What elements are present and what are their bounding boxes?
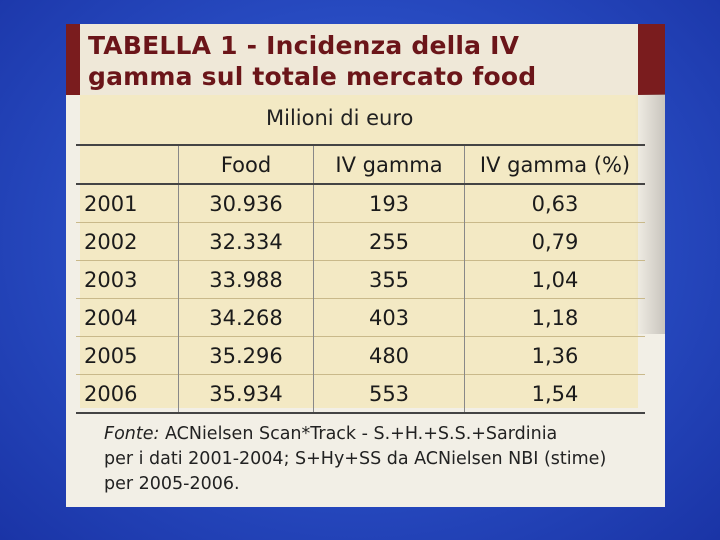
source-line-1: ACNielsen Scan*Track - S.+H.+S.S.+Sardin… xyxy=(164,424,558,444)
iv-gamma-cell: 480 xyxy=(313,336,465,375)
iv-gamma-cell: 193 xyxy=(313,183,465,223)
iv-gamma-cell: 403 xyxy=(313,298,465,337)
table-row: 2001 30.936 193 0,63 xyxy=(76,183,645,223)
iv-gamma-percent-cell: 0,63 xyxy=(464,183,645,223)
header-cell-iv-gamma-percent: IV gamma (%) xyxy=(464,144,645,185)
year-cell: 2002 xyxy=(76,222,179,261)
source-note: Fonte: ACNielsen Scan*Track - S.+H.+S.S.… xyxy=(104,422,644,497)
iv-gamma-percent-cell: 1,36 xyxy=(464,336,645,375)
food-cell: 32.334 xyxy=(178,222,314,261)
header-cell-year xyxy=(76,144,179,185)
food-cell: 34.268 xyxy=(178,298,314,337)
header-cell-iv-gamma: IV gamma xyxy=(313,144,465,185)
year-cell: 2004 xyxy=(76,298,179,337)
iv-gamma-cell: 355 xyxy=(313,260,465,299)
table-row: 2005 35.296 480 1,36 xyxy=(76,336,645,375)
iv-gamma-cell: 553 xyxy=(313,374,465,414)
title-line-2: gamma sul totale mercato food xyxy=(88,62,537,91)
iv-gamma-percent-cell: 1,18 xyxy=(464,298,645,337)
food-cell: 35.934 xyxy=(178,374,314,414)
data-table: Food IV gamma IV gamma (%) 2001 30.936 1… xyxy=(76,144,645,414)
food-cell: 30.936 xyxy=(178,183,314,223)
table-header-row: Food IV gamma IV gamma (%) xyxy=(76,144,645,185)
source-line-3: per 2005-2006. xyxy=(104,474,240,494)
year-cell: 2001 xyxy=(76,183,179,223)
year-cell: 2006 xyxy=(76,374,179,414)
iv-gamma-percent-cell: 1,04 xyxy=(464,260,645,299)
table-row: 2002 32.334 255 0,79 xyxy=(76,222,645,261)
table-row: 2006 35.934 553 1,54 xyxy=(76,374,645,414)
title-band: TABELLA 1 - Incidenza della IV gamma sul… xyxy=(66,24,665,95)
iv-gamma-cell: 255 xyxy=(313,222,465,261)
year-cell: 2005 xyxy=(76,336,179,375)
source-label: Fonte: xyxy=(104,424,160,444)
table-row: 2003 33.988 355 1,04 xyxy=(76,260,645,299)
food-cell: 35.296 xyxy=(178,336,314,375)
food-cell: 33.988 xyxy=(178,260,314,299)
header-cell-food: Food xyxy=(178,144,314,185)
scanned-table-image: TABELLA 1 - Incidenza della IV gamma sul… xyxy=(66,24,665,507)
title-line-1: TABELLA 1 - Incidenza della IV xyxy=(88,31,520,60)
table-title: TABELLA 1 - Incidenza della IV gamma sul… xyxy=(88,30,628,92)
unit-label: Milioni di euro xyxy=(266,106,414,130)
year-cell: 2003 xyxy=(76,260,179,299)
iv-gamma-percent-cell: 1,54 xyxy=(464,374,645,414)
iv-gamma-percent-cell: 0,79 xyxy=(464,222,645,261)
source-line-2: per i dati 2001-2004; S+Hy+SS da ACNiels… xyxy=(104,449,607,469)
table-row: 2004 34.268 403 1,18 xyxy=(76,298,645,337)
